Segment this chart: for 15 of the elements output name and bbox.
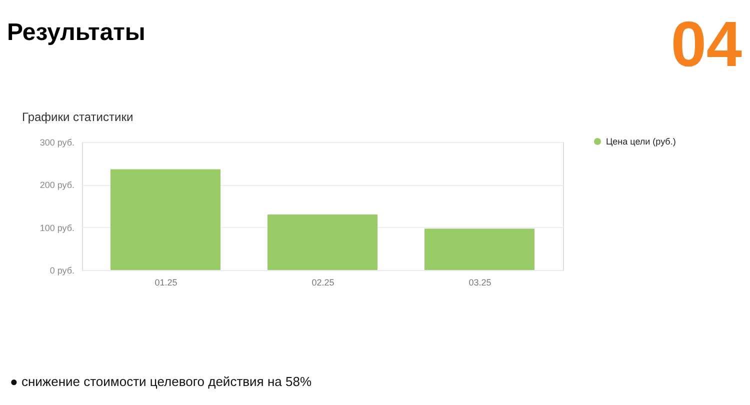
y-tick-label: 200 руб.	[40, 180, 74, 190]
x-tick-label: 03.25	[468, 278, 492, 288]
bar	[424, 228, 534, 270]
text: 04	[670, 8, 742, 80]
text: ● снижение стоимости целевого действия на 58%	[10, 374, 312, 389]
bar	[110, 169, 220, 270]
y-tick-label: 300 руб.	[40, 138, 74, 148]
chart-title: Результаты	[7, 19, 146, 46]
chart-subtitle: Графики статистики	[22, 110, 134, 124]
legend-label: Цена цели (руб.)	[606, 136, 676, 146]
y-tick-label: 100 руб.	[40, 222, 74, 233]
x-tick-label: 02.25	[312, 278, 334, 288]
y-tick-label: 0 руб.	[50, 266, 74, 276]
x-tick-label: 01.25	[154, 278, 178, 288]
bar	[268, 214, 378, 270]
